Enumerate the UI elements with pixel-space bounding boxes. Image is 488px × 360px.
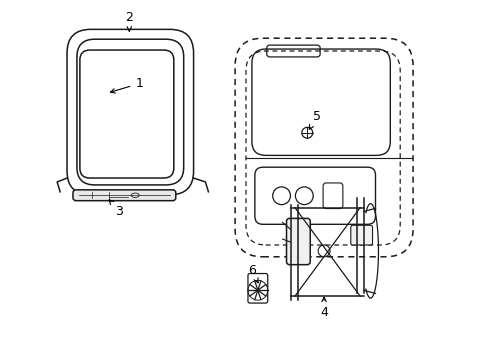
Text: 4: 4 [320,297,327,319]
Text: 6: 6 [247,264,258,283]
Text: 3: 3 [109,200,123,218]
Text: 5: 5 [309,109,321,129]
FancyBboxPatch shape [73,190,175,201]
FancyBboxPatch shape [350,225,372,245]
FancyBboxPatch shape [286,219,309,265]
Text: 1: 1 [110,77,143,93]
Text: 2: 2 [125,12,133,31]
